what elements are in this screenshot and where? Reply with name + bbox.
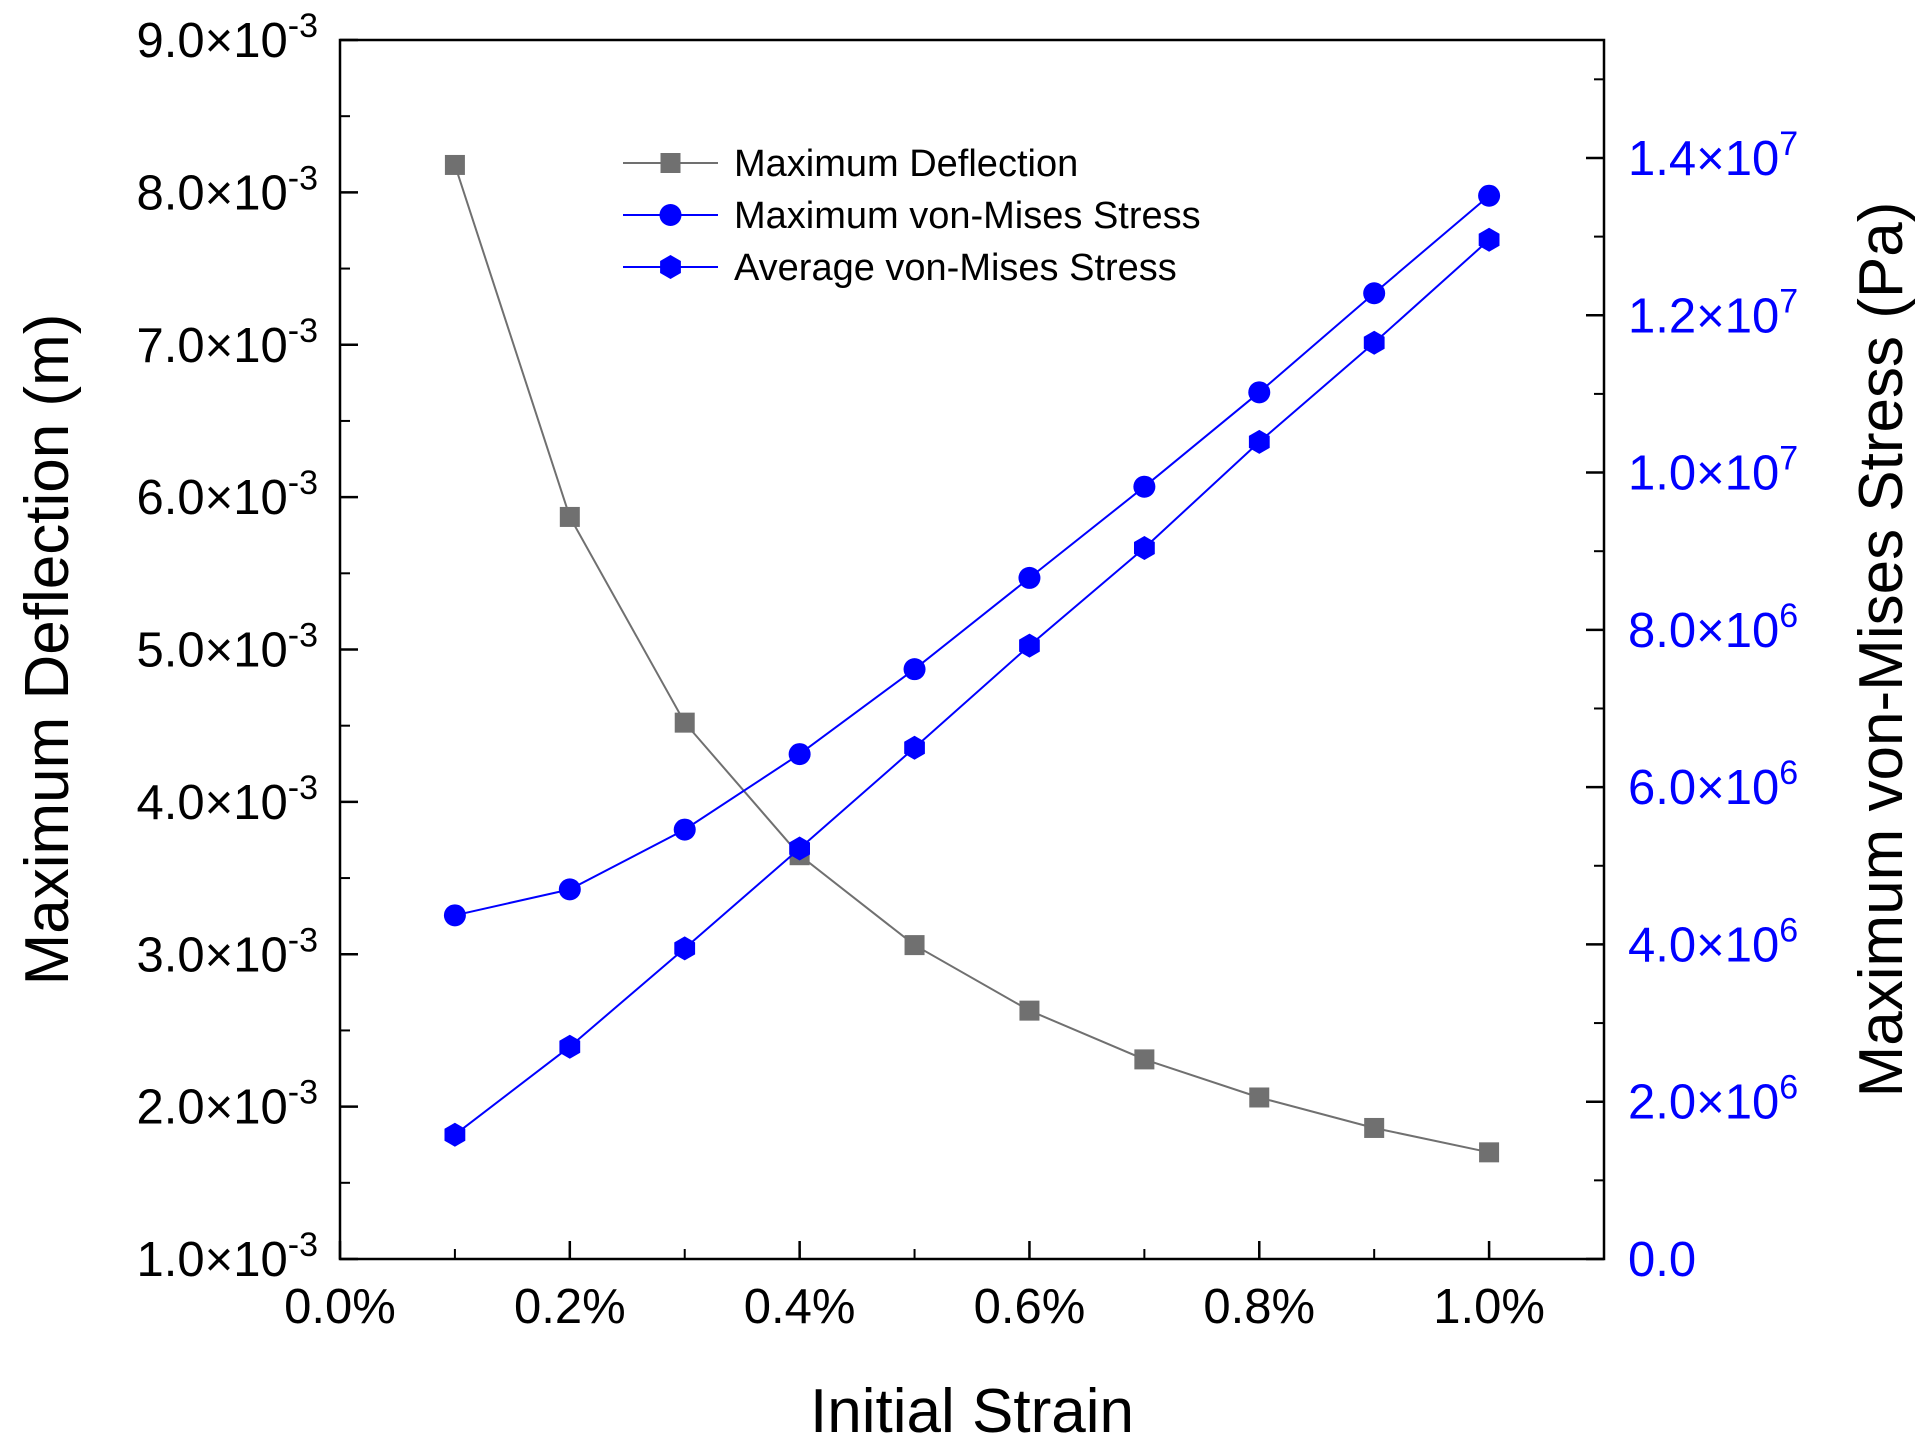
data-point (1249, 1087, 1270, 1108)
y-left-axis-title: Maximum Deflection (m) (13, 314, 82, 986)
series-maximum-von-mises-stress (443, 184, 1501, 927)
data-point (903, 658, 926, 681)
data-point (1364, 1117, 1385, 1138)
legend-label: Maximum von-Mises Stress (734, 195, 1201, 237)
y-right-tick-label: 1.4×107 (1628, 125, 1798, 186)
data-point (904, 735, 925, 760)
legend-entry: Average von-Mises Stress (623, 247, 1177, 289)
data-point (559, 506, 580, 527)
data-point (559, 1034, 581, 1059)
data-point (1478, 227, 1500, 252)
data-point (1133, 475, 1156, 498)
y-right-tick-label: 2.0×106 (1628, 1069, 1798, 1130)
y-left-tick-label: 7.0×10-3 (137, 312, 318, 373)
data-point (1363, 330, 1385, 355)
x-axis-title: Initial Strain (810, 1377, 1134, 1441)
series-average-von-mises-stress (444, 227, 1500, 1147)
series-line (453, 164, 1490, 1154)
y-left-tick-label: 3.0×10-3 (137, 921, 318, 982)
y-left-tick-label: 1.0×10-3 (137, 1226, 318, 1287)
series-line (454, 239, 1490, 1136)
data-point (1134, 1049, 1155, 1070)
x-tick-label: 0.2% (514, 1280, 626, 1334)
y-left-tick-label: 8.0×10-3 (137, 159, 318, 220)
x-tick-label: 0.8% (1203, 1280, 1315, 1334)
x-tick-label: 1.0% (1433, 1280, 1545, 1334)
data-point (789, 836, 810, 861)
data-point (443, 904, 466, 927)
y-left-tick-label: 4.0×10-3 (137, 769, 318, 830)
data-point (444, 1122, 466, 1147)
data-point (1019, 633, 1040, 658)
y-left-tick-label: 5.0×10-3 (137, 617, 318, 678)
y-right-tick-label: 4.0×106 (1628, 911, 1798, 972)
legend-entry: Maximum von-Mises Stress (623, 195, 1201, 237)
legend-marker (660, 255, 681, 279)
legend-entry: Maximum Deflection (623, 143, 1078, 185)
data-point (1248, 381, 1271, 404)
data-point (674, 712, 695, 733)
y-left-tick-label: 2.0×10-3 (137, 1074, 318, 1135)
data-point (1248, 429, 1270, 454)
y-left-tick-label: 6.0×10-3 (137, 464, 318, 525)
data-point (1479, 1142, 1500, 1163)
y-right-tick-label: 0.0 (1628, 1233, 1696, 1287)
y-left-tick-label: 9.0×10-3 (137, 7, 318, 68)
data-point (1363, 282, 1386, 305)
x-tick-label: 0.0% (284, 1280, 396, 1334)
data-point (904, 935, 925, 956)
legend-marker (660, 153, 681, 173)
data-point (788, 743, 811, 766)
x-tick-label: 0.6% (974, 1280, 1086, 1334)
series-line (454, 194, 1490, 917)
x-tick-label: 0.4% (744, 1280, 856, 1334)
y-right-tick-label: 6.0×106 (1628, 754, 1798, 815)
data-point (673, 818, 696, 841)
data-point (1018, 566, 1041, 589)
y-right-axis-title: Maximum von-Mises Stress (Pa) (1847, 202, 1916, 1098)
series-maximum-deflection (444, 154, 1500, 1163)
data-point (1019, 1000, 1040, 1021)
y-right-tick-label: 8.0×106 (1628, 597, 1798, 658)
y-right-tick-label: 1.0×107 (1628, 440, 1798, 501)
data-point (674, 936, 696, 961)
data-point (444, 154, 465, 175)
y-right-tick-label: 1.2×107 (1628, 282, 1798, 343)
data-point (1478, 184, 1501, 207)
legend-label: Average von-Mises Stress (734, 247, 1177, 289)
legend-label: Maximum Deflection (734, 143, 1078, 185)
data-point (1134, 536, 1155, 560)
legend-marker (659, 204, 682, 226)
data-point (558, 878, 581, 901)
